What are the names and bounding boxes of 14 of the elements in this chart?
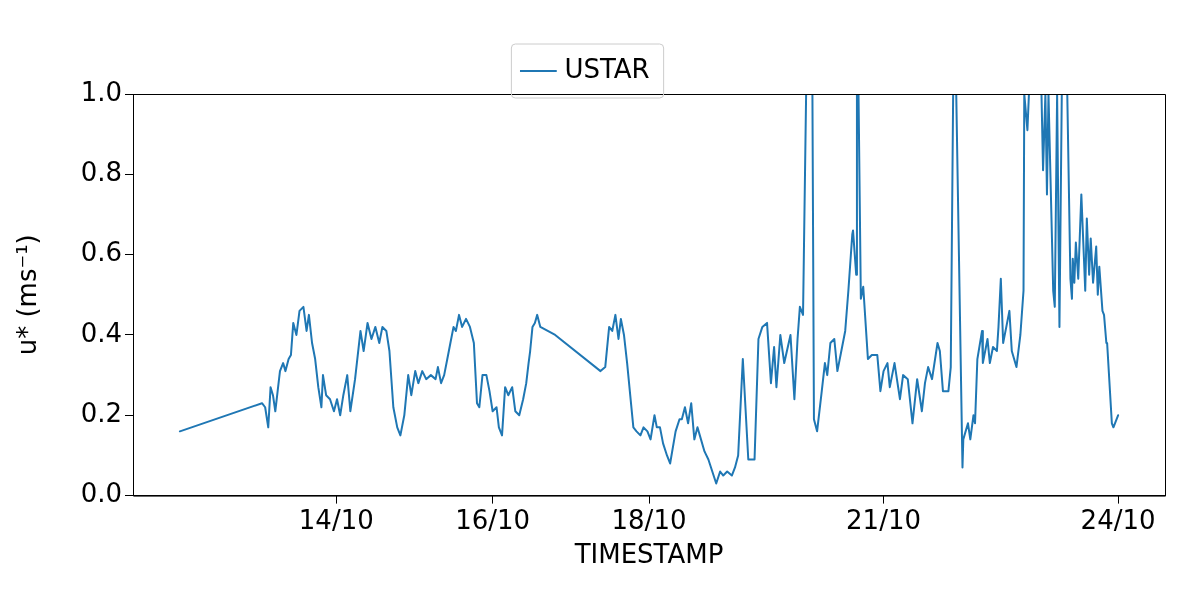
x-axis-title: TIMESTAMP [573,539,724,570]
y-tick-label: 1.0 [80,76,122,107]
y-tick-label: 0.4 [80,317,122,348]
y-tick-label: 0.0 [80,478,122,509]
x-tick-label: 16/10 [455,504,531,535]
legend-label: USTAR [564,53,650,84]
x-tick-label: 24/10 [1080,504,1156,535]
x-tick-label: 18/10 [611,504,687,535]
x-tick-label: 14/10 [298,504,374,535]
x-tick-label: 21/10 [846,504,922,535]
y-tick-label: 0.2 [80,398,122,429]
y-tick-label: 0.8 [80,157,122,188]
y-axis-title: u* (ms⁻¹) [12,234,43,356]
y-tick-label: 0.6 [80,237,122,268]
